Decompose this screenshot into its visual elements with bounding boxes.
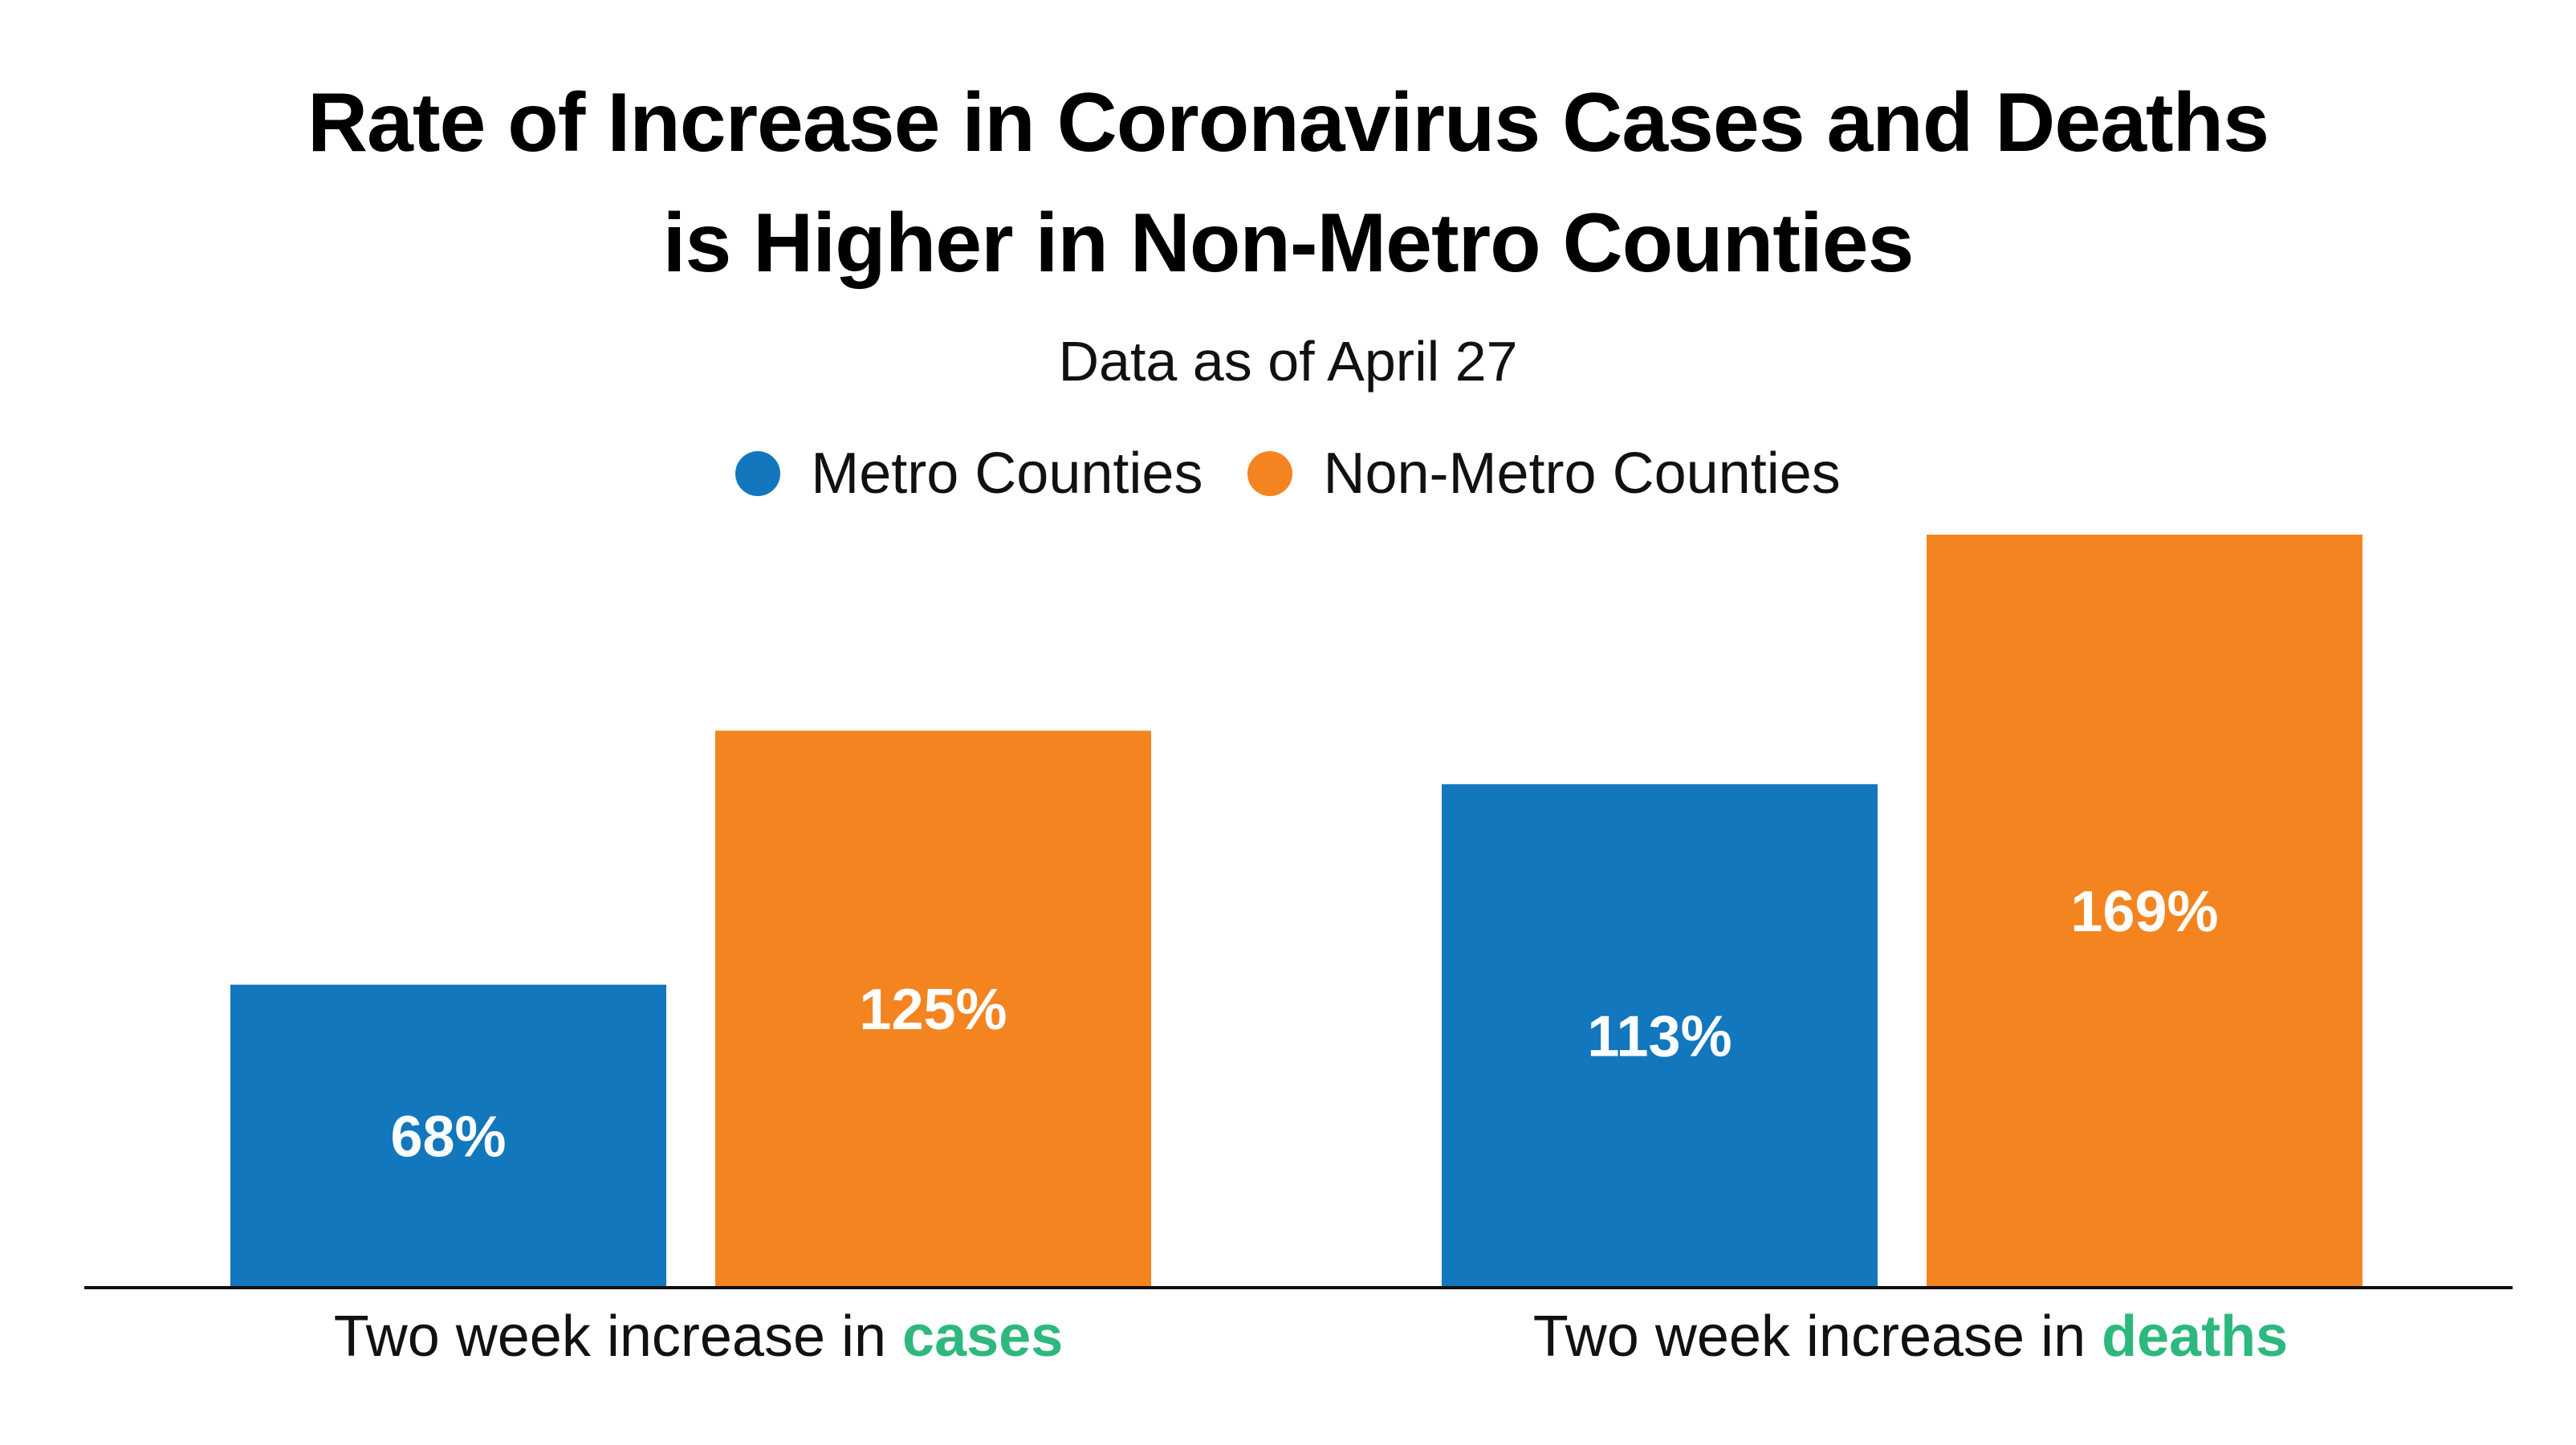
bar-metro-counties-deaths: [1442, 784, 1878, 1288]
category-label-cases-prefix: Two week increase in: [333, 1305, 903, 1369]
category-label-deaths-prefix: Two week increase in: [1532, 1305, 2102, 1369]
data-label-metro-counties-deaths: 113%: [1587, 1004, 1732, 1068]
chart-legend: Metro Counties Non-Metro Counties: [0, 438, 2576, 510]
chart-title-line-1: Rate of Increase in Coronavirus Cases an…: [307, 76, 2269, 169]
bars-group: 68% 125% 113% 169%: [230, 535, 2362, 1288]
bar-non-metro-counties-deaths: [1927, 535, 2362, 1288]
data-label-non-metro-counties-cases: 125%: [859, 978, 1007, 1042]
legend-label-non-metro: Non-Metro Counties: [1323, 442, 1841, 506]
chart-title: Rate of Increase in Coronavirus Cases an…: [0, 63, 2576, 303]
legend-dot-non-metro-icon: [1247, 451, 1293, 496]
data-label-non-metro-counties-deaths: 169%: [2070, 880, 2218, 944]
chart-title-line-2: is Higher in Non-Metro Counties: [662, 197, 1915, 290]
legend-label-metro: Metro Counties: [811, 442, 1203, 506]
chart-subtitle: Data as of April 27: [1058, 330, 1518, 393]
bar-metro-counties-cases: [230, 984, 666, 1288]
category-label-cases: Two week increase in cases: [177, 1300, 1220, 1373]
category-label-deaths: Two week increase in deaths: [1389, 1300, 2432, 1373]
data-label-metro-counties-cases: 68%: [390, 1105, 506, 1169]
category-label-cases-emphasis: cases: [902, 1305, 1064, 1369]
legend-dot-metro-icon: [735, 451, 781, 496]
legend-item-non-metro: Non-Metro Counties: [1247, 438, 1841, 510]
bar-non-metro-counties-cases: [715, 731, 1151, 1288]
category-label-deaths-emphasis: deaths: [2102, 1305, 2289, 1369]
legend-item-metro: Metro Counties: [735, 438, 1203, 510]
